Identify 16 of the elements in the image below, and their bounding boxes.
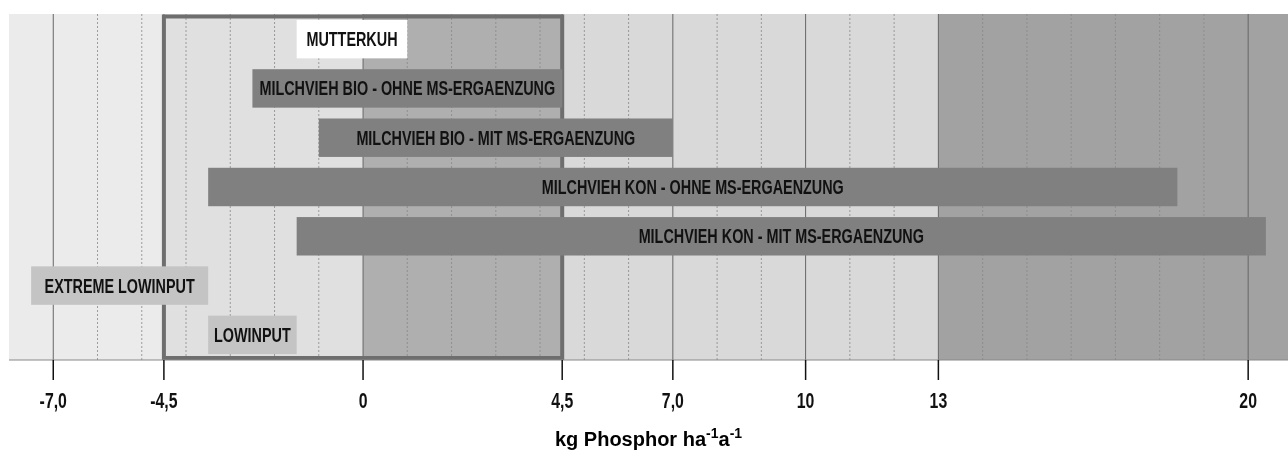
- x-tick-label: 0: [358, 388, 368, 413]
- x-tick-label: -4,5: [150, 388, 178, 413]
- x-tick-label: 10: [796, 388, 815, 413]
- x-tick-label: 4,5: [551, 388, 574, 413]
- y-tick-label: MILCHVIEH BIO - OHNE MS-ERGAENZUNG: [259, 77, 556, 101]
- y-tick-label: MILCHVIEH BIO - MIT MS-ERGAENZUNG: [356, 126, 636, 150]
- x-tick-label: -7,0: [39, 388, 67, 413]
- x-tick-label: 13: [929, 388, 948, 413]
- y-tick-label: MILCHVIEH KON - OHNE MS-ERGAENZUNG: [541, 175, 844, 199]
- x-axis-title: kg Phosphor ha$^{-1}$a$^{-1}$: [554, 425, 743, 450]
- x-tick-label: 7,0: [661, 388, 684, 413]
- x-tick-label: 20: [1239, 388, 1257, 413]
- y-tick-label: MUTTERKUH: [306, 27, 398, 51]
- y-tick-label: MILCHVIEH KON - MIT MS-ERGAENZUNG: [638, 224, 924, 248]
- y-tick-label: LOWINPUT: [214, 323, 292, 347]
- y-tick-label: EXTREME LOWINPUT: [44, 274, 196, 298]
